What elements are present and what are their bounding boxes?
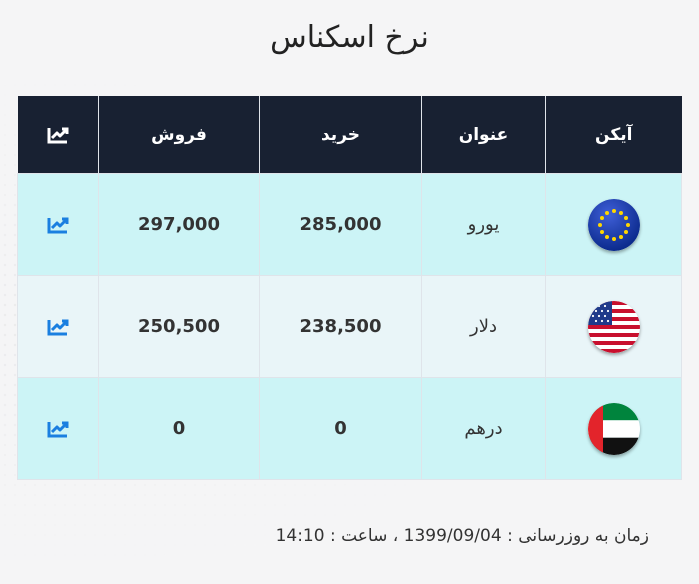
buy-price: 285,000 [259,173,422,276]
currency-rates-table: آیکن عنوان خرید فروش [17,96,682,480]
update-time: 14:10 [275,526,325,546]
chart-icon[interactable] [47,418,69,439]
chart-cell [17,275,99,378]
us-flag-icon [587,300,640,353]
table-header-row: آیکن عنوان خرید فروش [17,96,682,174]
header-buy: خرید [259,96,422,174]
chart-cell [17,173,99,276]
header-chart [17,96,99,174]
update-label: زمان به روزرسانی : [507,526,649,546]
buy-price: 238,500 [259,275,422,378]
icon-cell [545,173,682,276]
sell-price: 0 [98,377,260,480]
currency-name: یورو [421,173,546,276]
buy-price: 0 [259,377,422,480]
update-date: 1399/09/04 [403,526,502,546]
header-icon: آیکن [545,96,682,174]
sell-price: 297,000 [98,173,260,276]
header-name: عنوان [421,96,546,174]
chart-icon[interactable] [47,316,69,337]
last-update-text: زمان به روزرسانی : 1399/09/04 ، ساعت : 1… [276,526,649,546]
page-title: نرخ اسکناس [270,20,429,55]
update-separator: ، ساعت : [329,526,399,546]
table-row-dollar: دلار 238,500 250,500 [17,275,682,378]
icon-cell [545,275,682,378]
table-row-euro: یورو 285,000 297,000 [17,173,682,276]
table-row-dirham: درهم 0 0 [17,377,682,480]
currency-name: درهم [421,377,546,480]
uae-flag-icon [587,402,640,455]
chart-cell [17,377,99,480]
eu-flag-icon [587,198,640,251]
chart-icon [47,125,69,145]
icon-cell [545,377,682,480]
sell-price: 250,500 [98,275,260,378]
currency-name: دلار [421,275,546,378]
header-sell: فروش [98,96,260,174]
chart-icon[interactable] [47,214,69,235]
